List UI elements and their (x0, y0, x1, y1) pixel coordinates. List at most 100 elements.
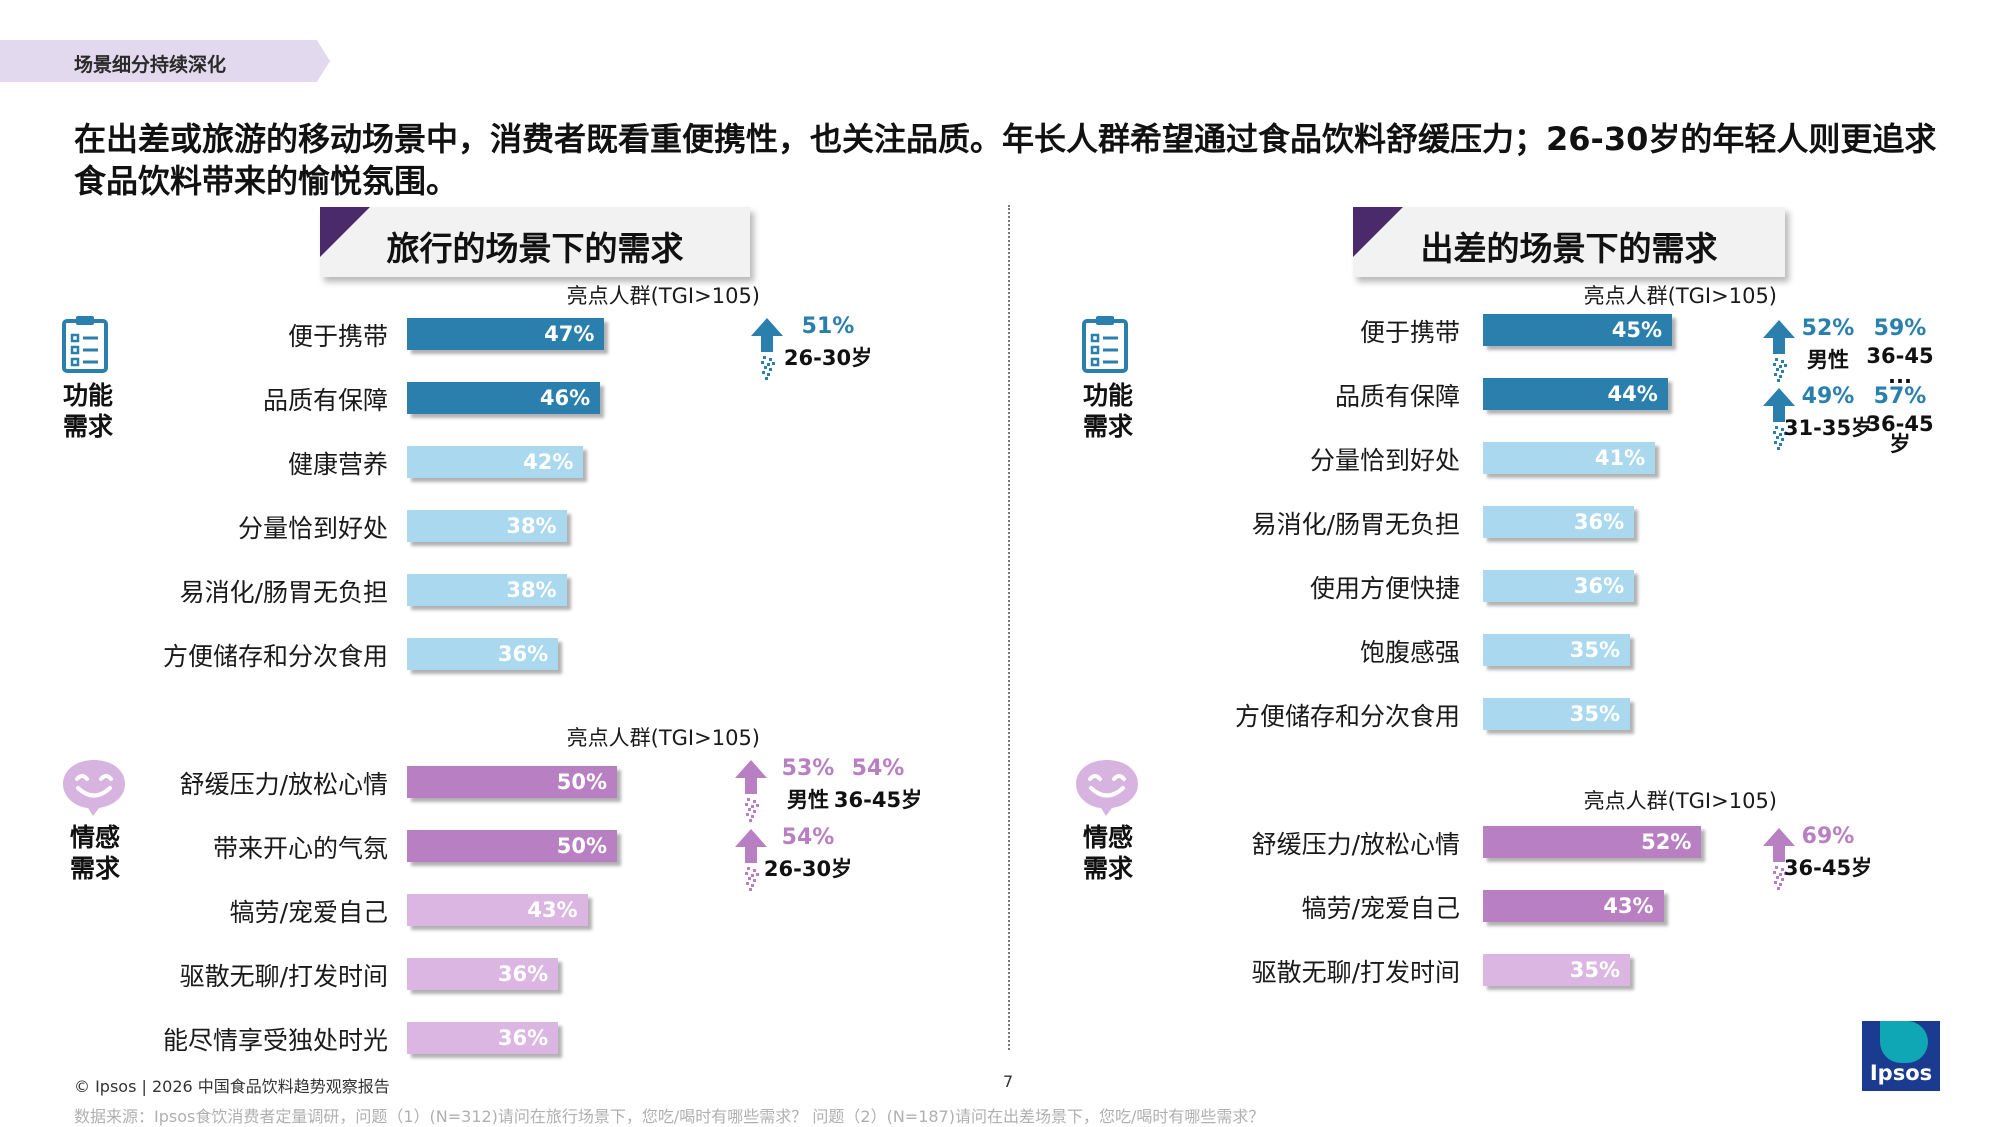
highlight-percent: 54% (781, 825, 835, 850)
value-label: 44% (1607, 382, 1658, 406)
clipboard-checklist-icon (1082, 316, 1128, 373)
page-number: 7 (1003, 1072, 1014, 1091)
category-label: 方便储存和分次食用 (162, 642, 388, 671)
smiley-speech-bubble-icon (63, 760, 125, 816)
group-label-line: 功能 (1082, 381, 1133, 410)
value-label: 36% (1573, 574, 1625, 598)
group-label: 功能 需求 (1068, 380, 1148, 442)
highlight-header: 亮点人群(TGI>105) (1583, 284, 1777, 308)
group-label: 情感 需求 (55, 822, 135, 884)
highlight-group-extra: 岁 (1889, 432, 1911, 456)
bar: 50% (407, 830, 617, 862)
bar: 45% (1483, 314, 1672, 346)
bar: 42% (407, 446, 584, 478)
group-label-line: 功能 (62, 381, 113, 410)
bar: 46% (407, 382, 601, 414)
category-label: 舒缓压力/放松心情 (1251, 830, 1460, 859)
value-label: 50% (556, 770, 607, 794)
highlight-percent: 57% (1873, 384, 1927, 409)
value-label: 50% (556, 834, 607, 858)
arrow-up-icon (1763, 828, 1795, 890)
bar: 35% (1483, 634, 1630, 666)
value-label: 43% (1603, 894, 1654, 918)
ipsos-logo: Ipsos (1862, 1021, 1940, 1091)
category-label: 易消化/肠胃无负担 (179, 578, 388, 607)
bar: 36% (407, 1022, 559, 1054)
value-label: 35% (1569, 638, 1620, 662)
bar: 35% (1483, 954, 1630, 986)
arrow-up-icon (751, 318, 783, 380)
category-label: 分量恰到好处 (237, 514, 388, 543)
group-label: 情感 需求 (1068, 822, 1148, 884)
highlight-percent: 49% (1801, 384, 1855, 409)
category-label: 便于携带 (287, 322, 388, 351)
arrow-up-icon (1763, 320, 1795, 382)
category-label: 便于携带 (1359, 318, 1460, 347)
value-label: 45% (1611, 318, 1662, 342)
group-label-line: 情感 (1082, 823, 1133, 852)
highlight-group: 36-45岁 (833, 788, 923, 812)
group-label-line: 需求 (1082, 412, 1133, 441)
highlight-group: 36-45 (1866, 412, 1934, 436)
bar: 38% (407, 574, 567, 606)
category-label: 舒缓压力/放松心情 (179, 770, 388, 799)
group-label: 功能 需求 (48, 380, 128, 442)
title-accent-triangle (1353, 207, 1403, 257)
bar: 52% (1483, 826, 1702, 858)
highlight-percent: 59% (1873, 316, 1927, 341)
value-label: 35% (1569, 958, 1620, 982)
category-label: 使用方便快捷 (1309, 574, 1460, 603)
bar: 36% (1483, 570, 1635, 602)
bar: 43% (407, 894, 588, 926)
highlight-header: 亮点人群(TGI>105) (566, 284, 760, 308)
bar: 36% (407, 638, 559, 670)
highlight-group: 男性 (787, 788, 829, 812)
value-label: 46% (539, 386, 591, 410)
bar: 47% (407, 318, 605, 350)
panel-title-business-text: 出差的场景下的需求 (1420, 229, 1718, 268)
highlight-group: 26-30岁 (763, 857, 853, 881)
logo-figure (1880, 1021, 1928, 1063)
highlight-header: 亮点人群(TGI>105) (1583, 789, 1777, 813)
highlight-percent: 54% (851, 756, 905, 781)
footer-copyright: © Ipsos | 2026 中国食品饮料趋势观察报告 (74, 1077, 390, 1096)
value-label: 36% (497, 1026, 549, 1050)
category-label: 易消化/肠胃无负担 (1251, 510, 1460, 539)
value-label: 42% (523, 450, 574, 474)
bar: 35% (1483, 698, 1630, 730)
bar: 50% (407, 766, 617, 798)
highlight-percent: 53% (781, 756, 835, 781)
highlight-group: 31-35岁 (1783, 416, 1873, 440)
headline: 在出差或旅游的移动场景中，消费者既看重便携性，也关注品质。年长人群希望通过食品饮… (74, 120, 1937, 200)
category-label: 犒劳/宠爱自己 (229, 898, 388, 927)
clipboard-checklist-icon (62, 316, 108, 373)
panel-divider (1008, 205, 1010, 1050)
category-label: 犒劳/宠爱自己 (1301, 894, 1460, 923)
value-label: 43% (527, 898, 578, 922)
highlight-group: 26-30岁 (783, 346, 873, 370)
group-label-line: 需求 (62, 412, 113, 441)
panel-title-business: 出差的场景下的需求 (1353, 207, 1785, 277)
value-label: 47% (544, 322, 595, 346)
category-label: 品质有保障 (1334, 382, 1460, 411)
highlight-percent: 69% (1801, 824, 1855, 849)
logo-text: Ipsos (1869, 1061, 1933, 1085)
category-label: 饱腹感强 (1359, 638, 1460, 667)
category-label: 驱散无聊/打发时间 (179, 962, 388, 991)
value-label: 36% (497, 642, 549, 666)
category-label: 品质有保障 (262, 386, 388, 415)
panel-title-travel-text: 旅行的场景下的需求 (386, 229, 684, 268)
category-label: 能尽情享受独处时光 (162, 1026, 388, 1055)
highlight-percent: 52% (1801, 316, 1855, 341)
bar: 41% (1483, 442, 1656, 474)
highlight-group: 36-45 (1866, 344, 1934, 368)
bar: 38% (407, 510, 567, 542)
value-label: 41% (1594, 446, 1646, 470)
category-label: 驱散无聊/打发时间 (1251, 958, 1460, 987)
group-label-line: 情感 (69, 823, 120, 852)
group-label-line: 需求 (69, 854, 120, 883)
bar: 43% (1483, 890, 1664, 922)
value-label: 36% (497, 962, 549, 986)
value-label: 38% (506, 578, 557, 602)
panel-title-travel: 旅行的场景下的需求 (320, 207, 750, 277)
